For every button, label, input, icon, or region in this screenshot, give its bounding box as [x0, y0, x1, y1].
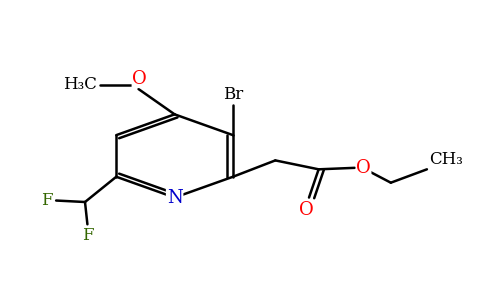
Text: F: F [41, 192, 52, 209]
Text: H₃C: H₃C [63, 76, 97, 93]
Text: N: N [167, 189, 182, 207]
Text: O: O [132, 70, 147, 88]
Text: O: O [356, 159, 371, 177]
Text: Br: Br [223, 86, 243, 103]
Text: O: O [299, 200, 314, 218]
Text: CH₃: CH₃ [429, 151, 463, 168]
Text: F: F [82, 227, 93, 244]
